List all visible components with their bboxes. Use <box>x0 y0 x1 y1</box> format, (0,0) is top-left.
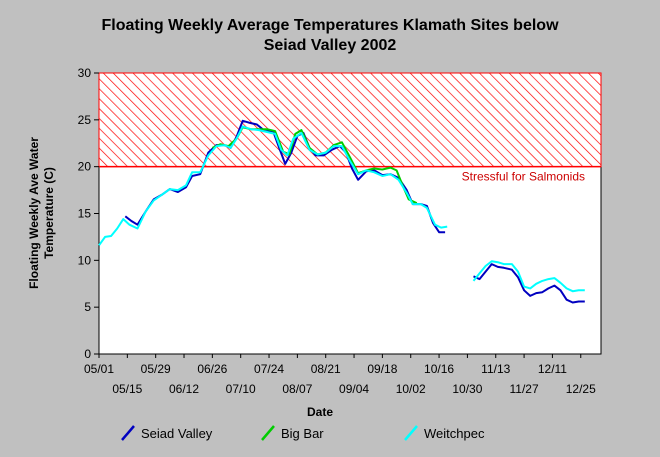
x-tick-label: 11/13 <box>481 362 510 376</box>
x-tick-label: 05/15 <box>112 382 142 396</box>
x-tick-label: 11/27 <box>510 382 539 396</box>
x-tick-label: 08/07 <box>282 382 312 396</box>
x-tick-label: 05/29 <box>141 362 171 376</box>
y-tick-label: 25 <box>78 113 92 127</box>
x-axis-label: Date <box>307 405 333 419</box>
x-tick-label: 12/11 <box>538 362 567 376</box>
y-tick-label: 30 <box>78 66 92 80</box>
y-tick-label: 0 <box>84 347 91 361</box>
y-tick-label: 5 <box>84 300 91 314</box>
legend-label-big-bar: Big Bar <box>281 426 324 441</box>
y-axis-label-line-2: Temperature (C) <box>42 167 56 259</box>
legend-label-seiad-valley: Seiad Valley <box>141 426 213 441</box>
x-tick-label: 08/21 <box>311 362 341 376</box>
x-tick-label: 10/16 <box>424 362 454 376</box>
x-tick-label: 12/25 <box>566 382 596 396</box>
legend: Seiad Valley Big Bar Weitchpec <box>121 425 485 441</box>
x-tick-label: 06/26 <box>197 362 227 376</box>
y-axis-label-line-1: Floating Weekly Ave Water <box>27 137 41 289</box>
x-tick-label: 06/12 <box>169 382 199 396</box>
legend-swatch-weitchpec <box>404 425 418 441</box>
x-tick-label: 10/02 <box>396 382 426 396</box>
series-line-weitchpec <box>98 125 585 293</box>
threshold-label: Stressful for Salmonids <box>462 170 585 184</box>
y-tick-label: 10 <box>78 253 92 267</box>
y-tick-label: 20 <box>78 160 92 174</box>
x-tick-label: 05/01 <box>84 362 114 376</box>
x-axis: 05/01 05/29 06/26 07/24 08/21 09/18 10/16 11/13… <box>84 354 596 396</box>
x-tick-label: 09/04 <box>339 382 369 396</box>
x-tick-label: 09/18 <box>367 362 397 376</box>
chart-title-line-1: Floating Weekly Average Temperatures Kla… <box>101 17 559 34</box>
legend-swatch-big-bar <box>261 425 275 441</box>
y-tick-label: 15 <box>78 207 92 221</box>
series-group <box>98 119 585 304</box>
legend-swatch-seiad-valley <box>121 425 135 441</box>
x-tick-label: 07/24 <box>254 362 284 376</box>
legend-label-weitchpec: Weitchpec <box>424 426 485 441</box>
x-tick-label: 07/10 <box>226 382 256 396</box>
y-axis: 0 5 10 15 20 25 30 <box>78 66 99 361</box>
chart-title-line-2: Seiad Valley 2002 <box>264 37 397 54</box>
stressful-band <box>98 72 602 168</box>
x-tick-label: 10/30 <box>452 382 482 396</box>
